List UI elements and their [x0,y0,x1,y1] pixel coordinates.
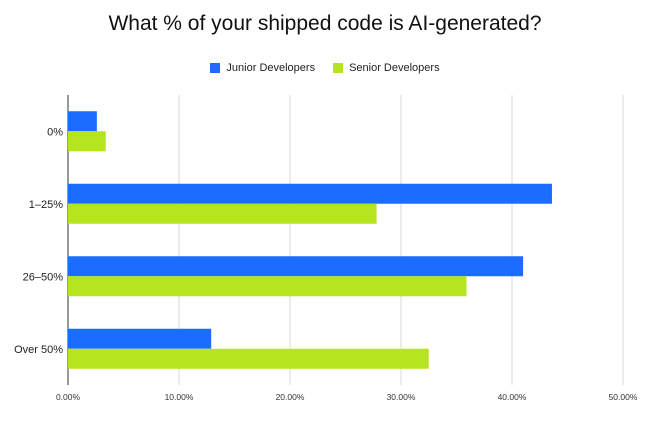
legend-swatch-junior [210,63,221,73]
bar-junior [68,183,552,204]
chart-legend: Junior Developers Senior Developers [0,62,650,74]
legend-label-junior: Junior Developers [226,62,316,74]
bar-junior [68,328,212,349]
x-tick-label: 0.00% [56,392,81,402]
x-tick-label: 50.00% [609,392,638,402]
bar-junior [68,111,97,132]
chart-title: What % of your shipped code is AI-genera… [108,12,542,35]
bar-senior [68,131,106,152]
legend-item-senior: Senior Developers [333,62,440,74]
x-tick-label: 30.00% [387,392,416,402]
legend-label-senior: Senior Developers [349,62,440,74]
bar-junior [68,256,524,277]
bar-senior [68,348,429,369]
x-tick-label: 40.00% [498,392,527,402]
category-label: 1–25% [29,199,63,211]
legend-item-junior: Junior Developers [210,62,315,74]
category-label: Over 50% [14,344,63,356]
x-tick-label: 10.00% [165,392,194,402]
legend-swatch-senior [333,63,344,73]
bar-senior [68,203,377,224]
x-tick-label: 20.00% [276,392,305,402]
category-label: 0% [47,126,63,138]
category-label: 26–50% [23,271,64,283]
bar-senior [68,276,467,297]
